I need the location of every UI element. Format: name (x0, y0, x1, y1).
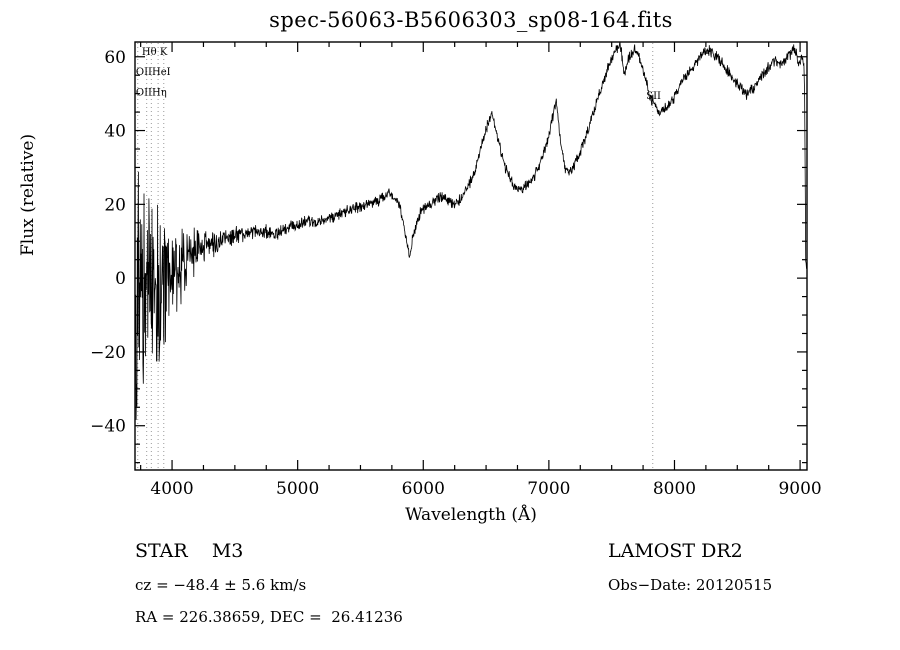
spectrum-line (134, 41, 808, 421)
axis-box (134, 41, 808, 471)
obs-date-value: Obs−Date: 20120515 (608, 576, 773, 594)
y-tick-label: 20 (104, 195, 126, 215)
x-axis-label: Wavelength (Å) (405, 504, 537, 525)
y-tick-label: −40 (90, 417, 126, 437)
x-tick-label: 7000 (527, 479, 570, 499)
y-tick-label: −20 (90, 343, 126, 363)
x-tick-label: 8000 (653, 479, 696, 499)
y-tick-label: 60 (104, 48, 126, 68)
y-tick-label: 40 (104, 122, 126, 142)
cz-value: cz = −48.4 ± 5.6 km/s (135, 576, 307, 594)
y-tick-label: 0 (115, 269, 126, 289)
x-tick-label: 6000 (402, 479, 445, 499)
line-marker-label: OIIHeI (136, 67, 171, 78)
coordinates-value: RA = 226.38659, DEC = 26.41236 (135, 608, 403, 626)
plot-title: spec-56063-B5606303_sp08-164.fits (269, 8, 673, 32)
line-marker-label: Hθ K (142, 47, 168, 58)
object-class-label: STAR M3 (135, 540, 244, 562)
x-tick-label: 9000 (778, 479, 821, 499)
line-marker-label: SII (646, 91, 661, 102)
x-tick-label: 5000 (276, 479, 319, 499)
survey-label: LAMOST DR2 (608, 540, 743, 562)
line-marker-label: OIIHη (136, 88, 167, 99)
x-tick-label: 4000 (150, 479, 193, 499)
spectrum-plot: Hθ K OIIHeI OIIHη SII 4000 5000 6000 7000 8000 90… (90, 41, 822, 525)
